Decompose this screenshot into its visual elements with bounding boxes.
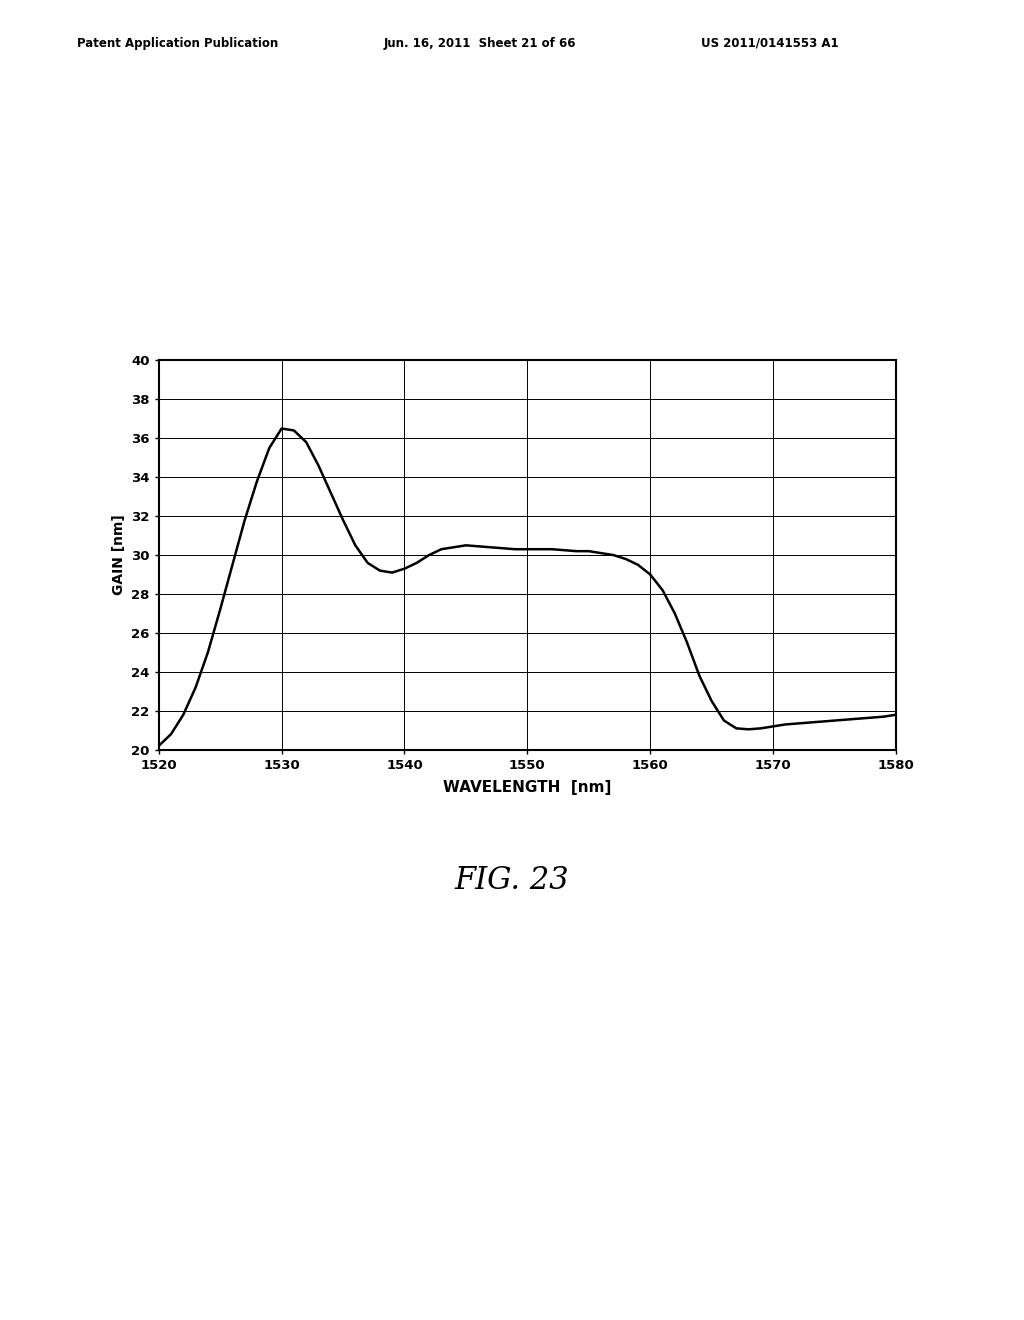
Text: Patent Application Publication: Patent Application Publication [77, 37, 279, 50]
X-axis label: WAVELENGTH  [nm]: WAVELENGTH [nm] [443, 780, 611, 795]
Text: FIG. 23: FIG. 23 [455, 865, 569, 895]
Y-axis label: GAIN [nm]: GAIN [nm] [112, 515, 126, 595]
Text: US 2011/0141553 A1: US 2011/0141553 A1 [701, 37, 839, 50]
Text: Jun. 16, 2011  Sheet 21 of 66: Jun. 16, 2011 Sheet 21 of 66 [384, 37, 577, 50]
